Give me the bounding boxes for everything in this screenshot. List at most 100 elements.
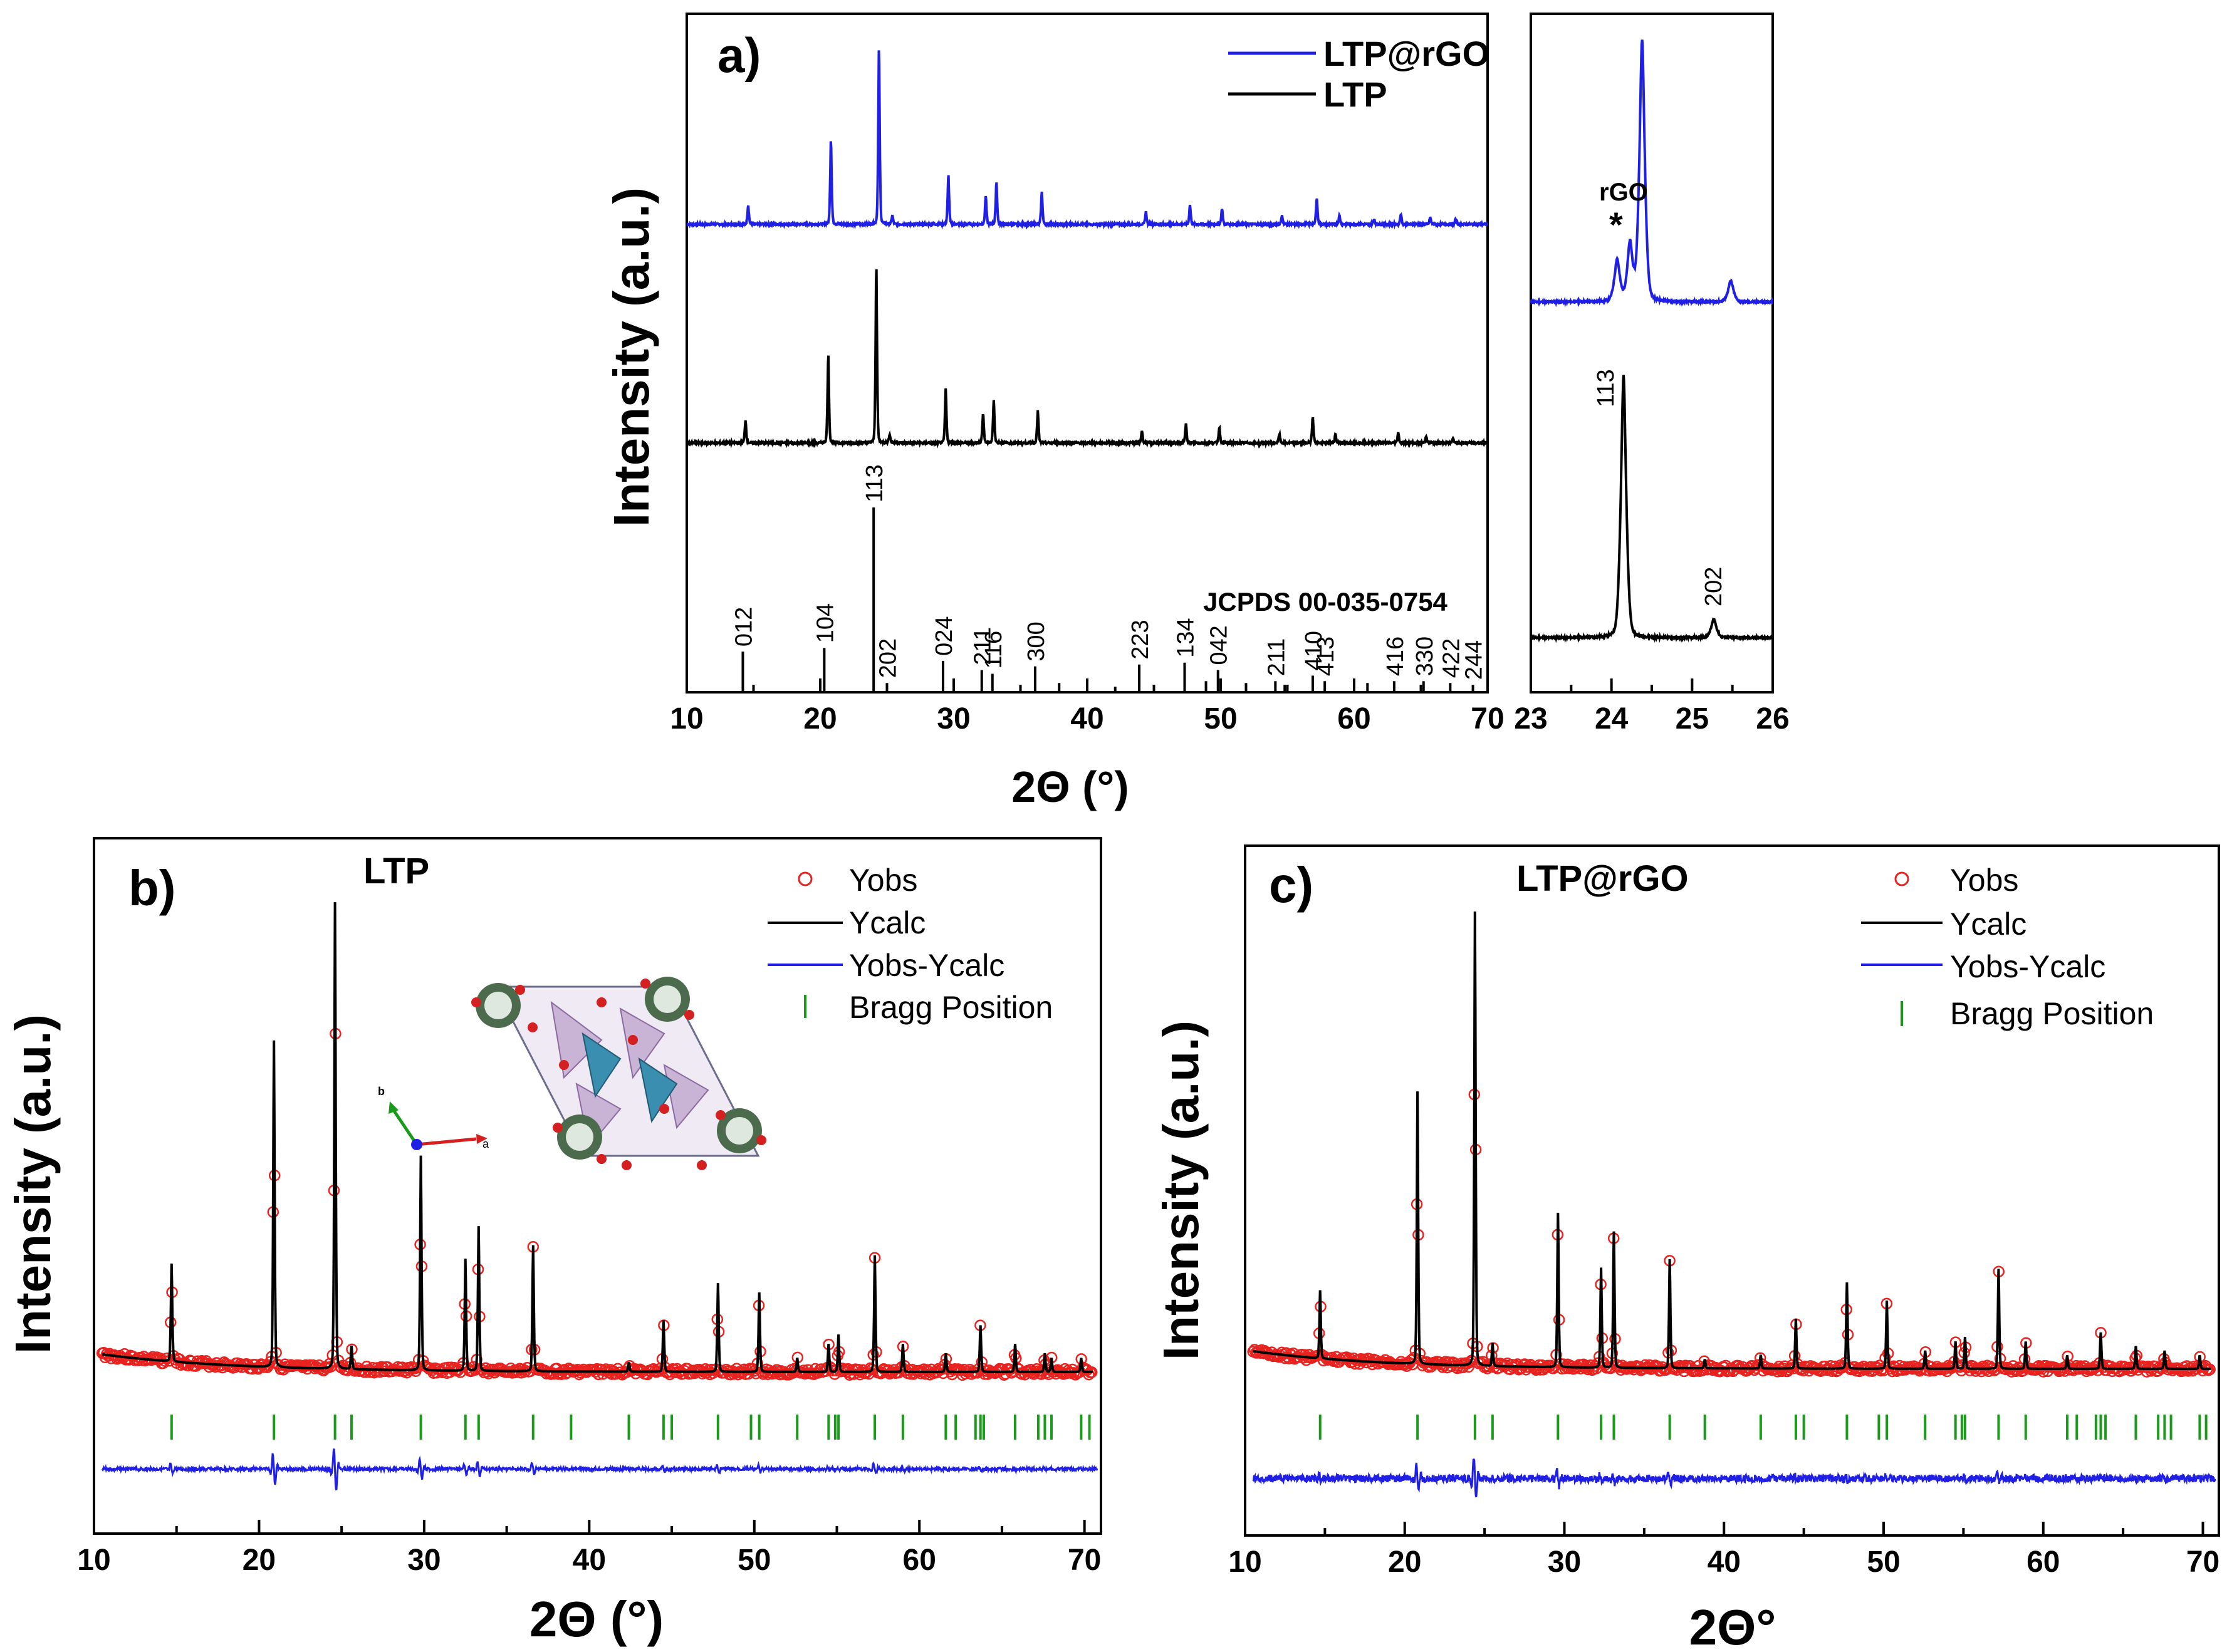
reference-stick-label: 116 [981,631,1007,669]
jcpds-label: JCPDS 00-035-0754 [1203,587,1448,616]
panel-b-x-tick-label: 10 [77,1544,110,1577]
panel-b-yobs-point [191,1355,204,1368]
legend-b-yobs-label: Yobs [849,863,917,898]
panel-c-yobs-points [1247,1088,2216,1378]
reference-stick-label: 300 [1023,621,1050,661]
panel-c: 10 20 30 40 50 60 70 c) LTP@rGO Yobs Ycalc Yob… [1153,844,2220,1652]
panel-a-x-tick-label: 40 [1070,702,1103,735]
panel-b-tick-labels: 10 20 30 40 50 60 70 [77,1544,1101,1577]
panel-a-y-axis-label: Intensity (a.u.) [603,187,659,527]
reference-stick-label: 416 [1382,636,1409,676]
panel-b-frame [93,837,1102,1535]
panel-a-x-tick-label: 10 [670,702,703,735]
reference-stick-label: 113 [862,464,888,502]
panel-c-label: c) [1269,857,1313,913]
panel-c-ycalc-line [1253,911,2211,1370]
panel-a-inset-frame [1530,13,1774,694]
panel-c-frame [1244,844,2220,1537]
panel-c-title: LTP@rGO [1516,858,1689,899]
reference-stick-label: 211 [1263,638,1290,677]
reference-stick-label: 410 [1301,631,1327,670]
panel-c-x-tick-label: 50 [1867,1546,1900,1579]
panel-b-yobs-point [1083,1368,1095,1381]
reference-stick-label: 211 [970,627,996,665]
panel-b-x-tick-label: 70 [1068,1544,1101,1577]
panel-c-x-tick-label: 70 [2186,1546,2219,1579]
legend-c-ycalc-label: Ycalc [1950,907,2026,942]
panel-c-x-tick-label: 10 [1228,1546,1261,1579]
panel-c-y-axis-label: Intensity (a.u.) [1153,1021,1209,1360]
panel-c-x-tick-label: 20 [1388,1546,1421,1579]
panel-c-x-axis-label: 2Θ° [1689,1599,1776,1652]
inset-x-tick-label: 24 [1595,702,1629,735]
panel-b-x-tick-label: 30 [407,1544,441,1577]
panel-b-x-tick-label: 60 [903,1544,936,1577]
inset-x-tick-label: 23 [1514,702,1547,735]
legend-b-diff-label: Yobs-Ycalc [849,948,1004,983]
legend-b-ycalc-label: Ycalc [849,905,926,940]
panel-b-x-tick-label: 50 [738,1544,771,1577]
panel-b-ycalc-line [102,902,1093,1373]
reference-stick-label: 422 [1438,638,1464,678]
ltp-pattern-line [686,269,1488,449]
reference-stick-label: 330 [1412,636,1438,676]
reference-stick-label: 202 [875,638,902,678]
panel-b-difference-line [101,1448,1098,1491]
crystal-axes-indicator: a b [378,1085,489,1150]
legend-ltp-label: LTP [1323,75,1387,114]
panel-b-x-tick-label: 20 [243,1544,276,1577]
panel-c-x-tick-label: 60 [2026,1546,2060,1579]
inset-tick-labels: 23 24 25 26 [1514,702,1789,735]
rgo-annotation: rGO [1599,179,1648,206]
reference-stick-label: 024 [931,616,957,655]
legend-ltp-rgo-label: LTP@rGO [1323,34,1489,73]
inset-x-tick-label: 26 [1756,702,1789,735]
panel-a-x-tick-label: 30 [937,702,970,735]
crystal-axis-b-label: b [378,1085,385,1098]
reference-stick-label: 244 [1461,640,1488,680]
reference-stick-label: 134 [1172,618,1199,657]
panel-a-x-axis-label: 2Θ (°) [1011,762,1129,811]
crystal-axis-a-label: a [482,1138,489,1150]
panel-b-bragg-ticks [170,1415,1091,1440]
panel-a-x-tick-label: 50 [1204,702,1237,735]
panel-b-ticks [93,1520,1086,1534]
panel-c-tick-labels: 10 20 30 40 50 60 70 [1228,1546,2219,1579]
panel-a-x-tick-label: 70 [1471,702,1504,735]
panel-c-ticks [1244,1522,2204,1535]
inset-peak-label-113: 113 [1593,369,1619,407]
panel-c-x-tick-label: 40 [1708,1546,1741,1579]
inset-ticks [1530,678,1774,692]
legend-c-bragg-label: Bragg Position [1950,996,2154,1031]
panel-a-tick-labels: 10 20 30 40 50 60 70 [670,702,1504,735]
reference-stick-label: 223 [1127,620,1154,659]
panel-a-x-tick-label: 60 [1337,702,1370,735]
reference-stick-label: 104 [812,603,838,643]
panel-b-x-axis-label: 2Θ (°) [529,1591,664,1647]
panel-c-yobs-point [1707,1364,1719,1376]
ltp-rgo-pattern-line [686,50,1488,230]
panel-b-yobs-point [540,1368,553,1379]
legend-c-yobs-marker [1894,871,1909,886]
rgo-star: * [1609,205,1623,244]
panel-a-label: a) [717,28,761,83]
inset-ltp-line [1530,375,1774,643]
reference-stick-label: 012 [731,607,757,647]
panel-c-bragg-ticks [1318,1415,2208,1440]
panel-b: 10 20 30 40 50 60 70 b) LTP Yobs Ycalc Yobs-Yc… [5,837,1102,1647]
legend-c-diff-label: Yobs-Ycalc [1950,949,2105,984]
inset-ltp-rgo-line [1530,39,1774,308]
panel-a-x-tick-label: 20 [803,702,837,735]
reference-stick-label: 042 [1206,625,1233,665]
panel-b-y-axis-label: Intensity (a.u.) [5,1014,61,1354]
panel-b-x-tick-label: 40 [573,1544,606,1577]
panel-c-yobs-point [2070,1359,2082,1372]
panel-c-yobs-point [1679,1359,1692,1372]
legend-b-yobs-marker [798,871,813,886]
crystal-structure-inset [471,977,766,1170]
panel-c-x-tick-label: 30 [1548,1546,1581,1579]
legend-b-bragg-label: Bragg Position [849,990,1053,1025]
